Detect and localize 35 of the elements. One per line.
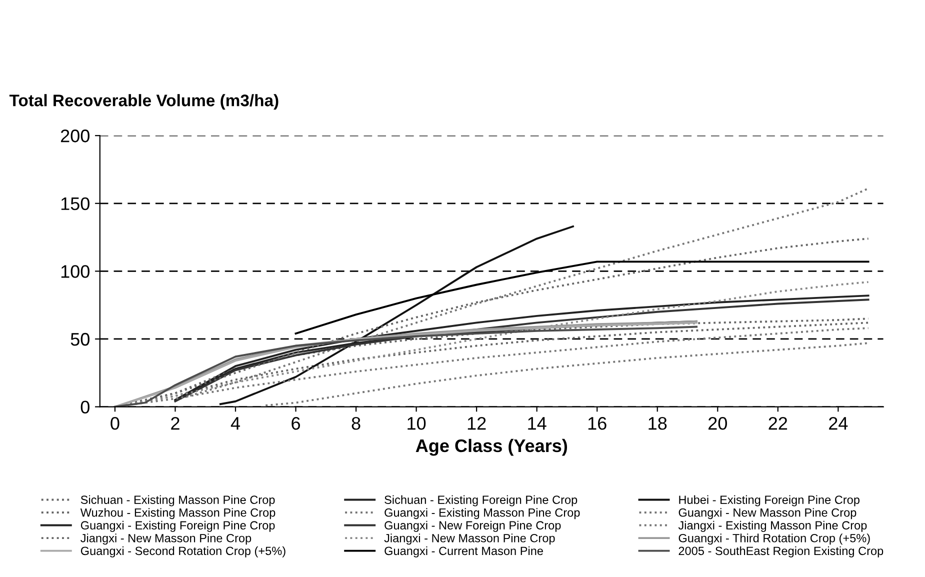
x-axis-title: Age Class (Years) xyxy=(416,438,568,456)
y-tick-label: 0 xyxy=(80,400,90,414)
y-tick-label: 200 xyxy=(60,130,90,142)
legend-label: Sichuan - Existing Masson Pine Crop xyxy=(80,495,275,506)
y-axis-title: Total Recoverable Volume (m3/ha) xyxy=(9,94,278,110)
legend-label: Guangxi - Third Rotation Crop (+5%) xyxy=(678,534,870,545)
x-tick-label: 4 xyxy=(230,417,240,430)
legend-label: Jiangxi - Existing Masson Pine Crop xyxy=(678,520,867,532)
x-tick-label: 14 xyxy=(528,417,546,430)
x-tick-label: 18 xyxy=(648,416,667,430)
x-tick-label: 20 xyxy=(708,416,727,430)
legend-label: Guangxi - Second Rotation Crop (+5%) xyxy=(80,546,286,558)
x-tick-label: 12 xyxy=(468,416,486,430)
legend-label: Jiangxi - New Masson Pine Crop xyxy=(384,534,555,545)
legend-label: Guangxi - Existing Foreign Pine Crop xyxy=(80,520,275,532)
x-tick-label: 8 xyxy=(352,416,360,430)
legend-label: Guangxi - New Foreign Pine Crop xyxy=(384,520,561,532)
legend-label: Guangxi - Existing Masson Pine Crop xyxy=(384,508,580,520)
legend-label: Wuzhou - Existing Masson Pine Crop xyxy=(80,508,276,520)
legend-label: Hubei - Existing Foreign Pine Crop xyxy=(679,495,860,506)
legend-label: 2005 - SouthEast Region Existing Crop xyxy=(678,546,884,558)
x-tick-label: 10 xyxy=(408,416,426,430)
x-tick-label: 22 xyxy=(768,416,788,430)
y-tick-label: 150 xyxy=(61,197,90,210)
legend-label: Jiangxi - New Masson Pine Crop xyxy=(80,534,252,545)
x-tick-label: 2 xyxy=(171,416,180,430)
y-tick-label: 100 xyxy=(61,265,90,278)
x-tick-label: 0 xyxy=(110,416,120,430)
x-tick-label: 24 xyxy=(829,416,848,430)
y-tick-label: 50 xyxy=(70,332,90,346)
legend-label: Guangxi - Current Mason Pine xyxy=(384,546,543,558)
x-tick-label: 6 xyxy=(292,416,300,430)
legend-label: Sichuan - Existing Foreign Pine Crop xyxy=(384,495,578,506)
legend-label: Guangxi - New Masson Pine Crop xyxy=(678,508,856,520)
x-tick-label: 16 xyxy=(588,416,606,430)
